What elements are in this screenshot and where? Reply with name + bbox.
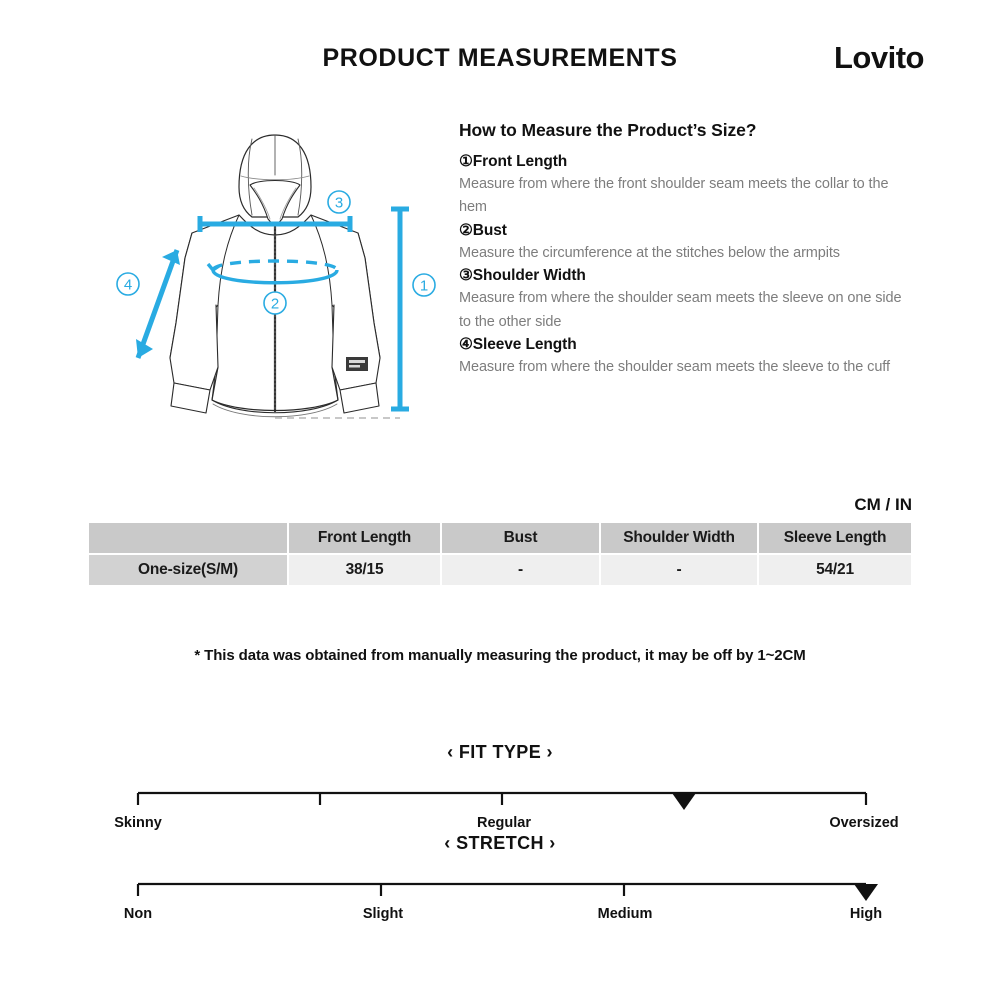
stretch-marker (854, 884, 878, 901)
instructions-panel: How to Measure the Product’s Size? ①Fron… (459, 120, 911, 380)
marker-2-bust: 2 (263, 291, 287, 315)
table-col-front-length: Front Length (289, 523, 440, 553)
table-header-row: Front Length Bust Shoulder Width Sleeve … (89, 523, 911, 553)
measurements-table: Front Length Bust Shoulder Width Sleeve … (87, 521, 913, 587)
instruction-title: ②Bust (459, 221, 507, 239)
marker-3-shoulder-width: 3 (327, 190, 351, 214)
fit-type-labels: Skinny Regular Oversized (0, 815, 1000, 835)
table-cell-sleeve-length: 54/21 (759, 555, 911, 585)
marker-1-front-length: 1 (412, 273, 436, 297)
instruction-title: ③Shoulder Width (459, 267, 586, 285)
measurement-disclaimer: * This data was obtained from manually m… (194, 647, 806, 664)
stretch-label-slight: Slight (362, 906, 404, 922)
fit-type-marker (672, 793, 696, 810)
stretch-label-medium: Medium (597, 906, 653, 922)
table-cell-front-length: 38/15 (289, 555, 440, 585)
stretch-title: ‹ STRETCH › (444, 833, 556, 853)
stretch-label-non: Non (123, 906, 153, 922)
measure-front-length-line (391, 206, 409, 412)
brand-logo: Lovito (834, 40, 925, 75)
stretch-axis (0, 854, 1000, 906)
fit-type-axis (0, 763, 1000, 815)
marker-4-sleeve-length: 4 (116, 272, 140, 296)
fit-label-regular: Regular (477, 815, 531, 831)
instruction-title: ①Front Length (459, 153, 568, 170)
svg-text:1: 1 (420, 278, 428, 295)
measure-sleeve-length-arrow (135, 249, 180, 359)
stretch-label-high: High (849, 906, 883, 922)
instruction-item-bust: ②Bust Measure the circumference at the s… (459, 220, 911, 265)
instructions-heading: How to Measure the Product’s Size? (459, 120, 757, 140)
svg-text:2: 2 (271, 296, 279, 313)
instruction-item-sleeve-length: ④Sleeve Length Measure from where the sh… (459, 334, 911, 379)
measure-shoulder-width-line (197, 216, 353, 232)
table-corner-cell (89, 523, 287, 553)
instruction-desc: Measure the circumference at the stitche… (459, 244, 840, 261)
table-cell-size: One-size(S/M) (89, 555, 287, 585)
instruction-item-front-length: ①Front Length Measure from where the fro… (459, 151, 911, 220)
measure-bust-ellipse (206, 259, 339, 285)
unit-label: CM / IN (854, 495, 912, 514)
fit-type-title: ‹ FIT TYPE › (447, 742, 553, 762)
instruction-desc: Measure from where the shoulder seam mee… (459, 359, 890, 376)
fit-label-oversized: Oversized (829, 815, 899, 831)
instruction-desc: Measure from where the shoulder seam mee… (459, 290, 902, 330)
table-col-shoulder-width: Shoulder Width (601, 523, 757, 553)
instruction-item-shoulder-width: ③Shoulder Width Measure from where the s… (459, 265, 911, 334)
instruction-desc: Measure from where the front shoulder se… (459, 176, 889, 216)
fit-label-skinny: Skinny (114, 815, 162, 831)
page-title: PRODUCT MEASUREMENTS (322, 44, 678, 72)
fit-type-scale: ‹ FIT TYPE › Skinny Regular Oversized (0, 742, 1000, 835)
svg-text:3: 3 (335, 195, 343, 212)
hoodie-outline (169, 134, 381, 418)
table-cell-shoulder-width: - (601, 555, 757, 585)
sleeve-brand-tag (346, 357, 368, 371)
product-diagram: 3 2 4 1 (100, 115, 450, 435)
table-col-bust: Bust (442, 523, 599, 553)
table-col-sleeve-length: Sleeve Length (759, 523, 911, 553)
svg-text:4: 4 (124, 277, 132, 294)
stretch-labels: Non Slight Medium High (0, 906, 1000, 926)
table-cell-bust: - (442, 555, 599, 585)
stretch-scale: ‹ STRETCH › Non Slight Medium High (0, 833, 1000, 926)
table-row: One-size(S/M) 38/15 - - 54/21 (89, 555, 911, 585)
instruction-title: ④Sleeve Length (459, 336, 577, 354)
